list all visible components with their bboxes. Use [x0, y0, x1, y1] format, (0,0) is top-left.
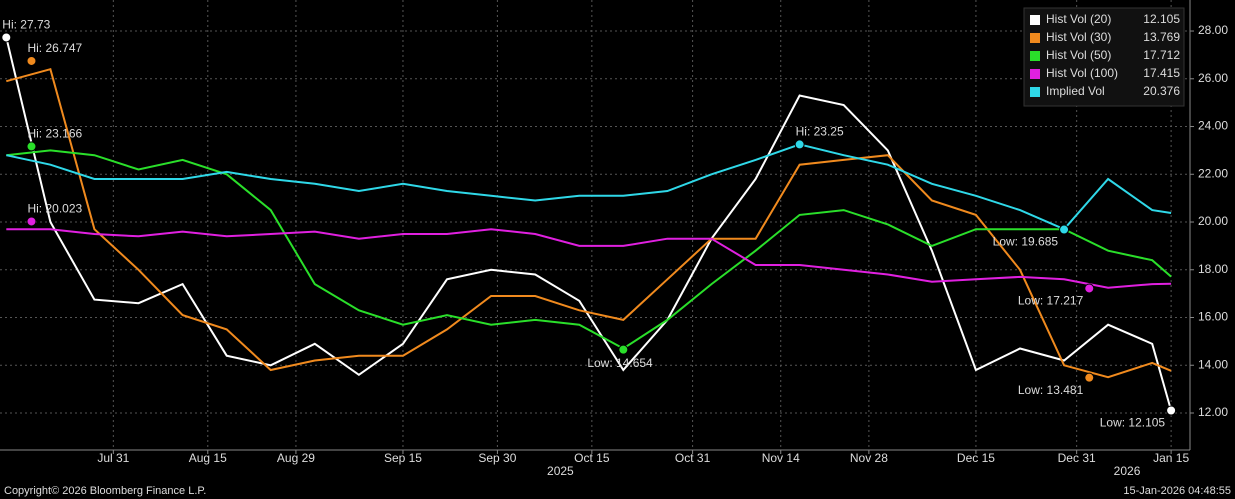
annotation-label: Hi: 23.25	[796, 125, 844, 139]
x-year-label: 2025	[547, 464, 574, 478]
series-line	[6, 143, 1172, 231]
legend: Hist Vol (20) 12.105 Hist Vol (30) 13.769 Hi…	[1023, 7, 1185, 107]
annotation-label: Low: 17.217	[1018, 294, 1084, 308]
y-tick-label: 20.00	[1198, 214, 1228, 228]
annotation-label: Low: 13.481	[1018, 383, 1084, 397]
series-line	[6, 149, 1172, 350]
legend-label: Hist Vol (50)	[1046, 48, 1111, 62]
y-tick-label: 28.00	[1198, 23, 1228, 37]
legend-swatch	[1030, 87, 1040, 97]
legend-box	[1023, 7, 1185, 107]
annotation-marker	[1059, 224, 1070, 235]
legend-label: Implied Vol	[1046, 84, 1105, 98]
y-tick-label: 26.00	[1198, 71, 1228, 85]
x-year-label: 2026	[1114, 464, 1141, 478]
annotation-marker	[26, 141, 37, 152]
legend-swatch	[1030, 51, 1040, 61]
x-tick-label: Sep 30	[478, 451, 516, 465]
y-tick-label: 24.00	[1198, 119, 1228, 133]
x-tick-label: Nov 14	[762, 451, 800, 465]
x-tick-label: Dec 15	[957, 451, 995, 465]
annotation-marker	[1084, 283, 1095, 294]
legend-label: Hist Vol (30)	[1046, 30, 1111, 44]
annotation-label: Hi: 20.023	[27, 202, 82, 216]
footer-left: Copyright© 2026 Bloomberg Finance L.P.	[4, 485, 206, 497]
legend-value: 12.105	[1143, 12, 1180, 26]
x-tick-label: Jul 31	[97, 451, 129, 465]
y-tick-label: 12.00	[1198, 405, 1228, 419]
annotation-marker	[1084, 372, 1095, 383]
x-tick-label: Sep 15	[384, 451, 422, 465]
annotation-marker	[1166, 405, 1177, 416]
annotation-label: Low: 14.654	[587, 356, 653, 370]
footer-right: 15-Jan-2026 04:48:55	[1123, 485, 1231, 497]
annotation-marker	[794, 139, 805, 150]
x-tick-label: Oct 15	[574, 451, 610, 465]
legend-label: Hist Vol (20)	[1046, 12, 1111, 26]
series-line	[6, 228, 1172, 289]
x-tick-label: Aug 29	[277, 451, 315, 465]
legend-value: 17.712	[1143, 48, 1180, 62]
x-tick-label: Aug 15	[189, 451, 227, 465]
y-tick-label: 22.00	[1198, 166, 1228, 180]
plot-area	[0, 0, 1190, 450]
y-tick-label: 16.00	[1198, 310, 1228, 324]
annotation-marker	[26, 55, 37, 66]
annotation-marker	[618, 344, 629, 355]
x-tick-label: Jan 15	[1153, 451, 1189, 465]
legend-value: 13.769	[1143, 30, 1180, 44]
annotation-label: Low: 12.105	[1100, 416, 1166, 430]
annotation-label: Low: 19.685	[993, 235, 1059, 249]
legend-value: 20.376	[1143, 84, 1180, 98]
legend-swatch	[1030, 15, 1040, 25]
x-tick-label: Nov 28	[850, 451, 888, 465]
legend-swatch	[1030, 33, 1040, 43]
series-line	[5, 37, 1173, 411]
y-tick-label: 18.00	[1198, 262, 1228, 276]
y-tick-label: 14.00	[1198, 357, 1228, 371]
annotation-marker	[1, 32, 12, 43]
annotation-marker	[26, 216, 37, 227]
series-line	[6, 67, 1172, 379]
x-tick-label: Oct 31	[675, 451, 711, 465]
legend-swatch	[1030, 69, 1040, 79]
annotation-label: Hi: 23.166	[27, 127, 82, 141]
legend-label: Hist Vol (100)	[1046, 66, 1118, 80]
annotation-label: Hi: 26.747	[27, 41, 82, 55]
annotation-label: Hi: 27.73	[2, 18, 50, 32]
legend-value: 17.415	[1143, 66, 1180, 80]
x-tick-label: Dec 31	[1058, 451, 1096, 465]
